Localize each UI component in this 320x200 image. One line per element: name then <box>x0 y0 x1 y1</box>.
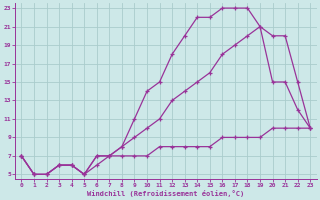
X-axis label: Windchill (Refroidissement éolien,°C): Windchill (Refroidissement éolien,°C) <box>87 190 244 197</box>
